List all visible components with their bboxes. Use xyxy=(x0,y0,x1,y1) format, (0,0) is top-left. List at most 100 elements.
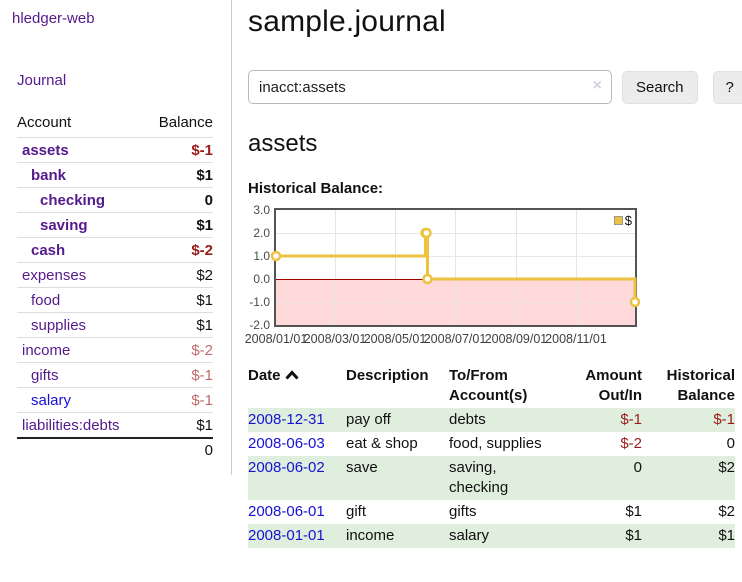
register-row: 2008-12-31 pay off debts $-1 $-1 xyxy=(248,408,735,432)
register-accounts-cell: food, supplies xyxy=(449,435,542,452)
account-row: supplies $1 xyxy=(17,312,213,338)
account-balance: 0 xyxy=(145,187,213,213)
data-point-marker xyxy=(270,250,282,262)
transaction-date-link[interactable]: 2008-06-03 xyxy=(248,435,325,452)
account-link[interactable]: assets xyxy=(22,142,69,159)
account-link[interactable]: income xyxy=(22,342,71,359)
register-amount-cell: $1 xyxy=(625,503,642,520)
register-row: 2008-01-01 income salary $1 $1 xyxy=(248,524,735,548)
transaction-date-link[interactable]: 2008-06-02 xyxy=(248,459,325,476)
register-date-cell: 2008-01-01 xyxy=(248,524,346,548)
account-balance: $-2 xyxy=(145,337,213,363)
clear-search-icon[interactable]: × xyxy=(592,77,602,94)
account-link[interactable]: cash xyxy=(31,242,66,259)
account-link[interactable]: gifts xyxy=(31,367,59,384)
account-row: liabilities:debts $1 xyxy=(17,412,213,438)
account-balance: $2 xyxy=(145,262,213,288)
register-amount-cell: $-2 xyxy=(620,435,642,452)
search-button[interactable]: Search xyxy=(622,70,698,104)
chart-gridline-horizontal xyxy=(276,256,635,257)
y-axis-label: 0.0 xyxy=(253,272,270,286)
register-balance-cell: 0 xyxy=(726,435,735,452)
y-axis-label: 1.0 xyxy=(253,249,270,263)
register-balance-cell: $2 xyxy=(718,503,735,520)
chart-gridline-vertical xyxy=(455,210,456,325)
register-description-cell: pay off xyxy=(346,408,449,432)
sort-ascending-icon xyxy=(284,370,299,380)
account-link[interactable]: salary xyxy=(31,392,72,409)
search-input[interactable] xyxy=(248,70,612,104)
register-accounts-cell: gifts xyxy=(449,503,477,520)
account-row: salary $-1 xyxy=(17,387,213,413)
chart-plot: $ xyxy=(270,208,641,327)
chart-series-svg xyxy=(270,227,641,308)
search-box: × xyxy=(248,70,612,104)
register-accounts-cell: debts xyxy=(449,408,574,432)
account-heading: assets xyxy=(248,130,318,157)
register-row: 2008-06-02 save saving, checking 0 $2 xyxy=(248,456,735,500)
register-header-balance: Historical Balance xyxy=(666,367,735,404)
register-accounts-cell: salary xyxy=(449,524,574,548)
register-balance-cell: $2 xyxy=(642,456,735,500)
y-axis-label: 3.0 xyxy=(253,203,270,217)
transaction-date-link[interactable]: 2008-12-31 xyxy=(248,411,325,428)
account-balance: $-1 xyxy=(145,362,213,388)
account-link[interactable]: supplies xyxy=(31,317,87,334)
sidebar-item-journal[interactable]: Journal xyxy=(17,72,67,89)
account-balance: $1 xyxy=(145,287,213,313)
account-link[interactable]: liabilities:debts xyxy=(22,417,120,434)
y-axis-label: 2.0 xyxy=(253,226,270,240)
register-row: 2008-06-03 eat & shop food, supplies $-2 0 xyxy=(248,432,735,456)
series-line xyxy=(276,231,637,302)
x-axis-label: 2008/05/01 xyxy=(363,332,427,346)
account-link[interactable]: saving xyxy=(40,217,88,234)
help-button[interactable]: ? xyxy=(712,70,742,104)
register-description-cell: gift xyxy=(346,503,367,520)
register-date-cell: 2008-06-03 xyxy=(248,432,346,456)
transaction-date-link[interactable]: 2008-01-01 xyxy=(248,527,325,544)
register-amount-cell: 0 xyxy=(574,456,642,500)
chart-gridline-vertical xyxy=(395,210,396,325)
register-header-row: Date Description To/From Account(s) Amou… xyxy=(248,364,735,408)
account-link[interactable]: expenses xyxy=(22,267,87,284)
data-point-marker xyxy=(421,227,432,239)
account-row: income $-2 xyxy=(17,337,213,363)
sidebar: hledger-web Journal Account Balance asse… xyxy=(0,0,232,475)
legend-label: $ xyxy=(624,213,632,228)
register-header-amount: Amount Out/In xyxy=(585,367,642,404)
transaction-date-link[interactable]: 2008-06-01 xyxy=(248,503,325,520)
account-balance: $1 xyxy=(145,412,213,438)
accounts-table-body: assets $-1 bank $1 checking 0 saving $1 cash $-2 e… xyxy=(17,137,213,438)
accounts-total-balance: 0 xyxy=(145,437,213,461)
x-axis-label: 2008/09/01 xyxy=(484,332,548,346)
account-balance: $1 xyxy=(145,162,213,188)
data-point-marker xyxy=(422,273,433,285)
account-row: assets $-1 xyxy=(17,137,213,163)
account-row: cash $-2 xyxy=(17,237,213,263)
register-header-description: Description xyxy=(346,367,429,384)
account-link[interactable]: checking xyxy=(40,192,106,209)
register-header-date[interactable]: Date xyxy=(248,364,346,408)
account-balance: $-1 xyxy=(145,137,213,163)
register-balance-cell: $-1 xyxy=(642,408,735,432)
app-title-link[interactable]: hledger-web xyxy=(12,10,95,27)
accounts-header-balance: Balance xyxy=(158,114,213,131)
chart-gridline-vertical xyxy=(515,210,517,325)
account-balance: $-2 xyxy=(145,237,213,263)
register-balance-cell: $1 xyxy=(642,524,735,548)
register-table-body: 2008-12-31 pay off debts $-1 $-1 2008-06-03 ea… xyxy=(248,408,735,548)
account-row: checking 0 xyxy=(17,187,213,213)
register-accounts-cell: saving, checking xyxy=(449,456,574,500)
chart-gridline-horizontal xyxy=(276,302,635,303)
account-link[interactable]: food xyxy=(31,292,61,309)
accounts-header-row: Account Balance xyxy=(17,112,213,138)
register-description-cell: income xyxy=(346,524,449,548)
balance-chart: $ 2008/01/01 2008/03/01 2008/05/01 2008/07/… xyxy=(245,203,668,346)
accounts-table: Account Balance assets $-1 bank $1 checking 0… xyxy=(17,112,213,461)
account-link[interactable]: bank xyxy=(31,167,67,184)
chart-legend: $ xyxy=(613,213,632,228)
register-date-cell: 2008-12-31 xyxy=(248,408,346,432)
accounts-header-account: Account xyxy=(17,114,72,131)
chart-gridline-horizontal xyxy=(276,233,635,234)
chart-gridline-vertical xyxy=(335,210,336,325)
